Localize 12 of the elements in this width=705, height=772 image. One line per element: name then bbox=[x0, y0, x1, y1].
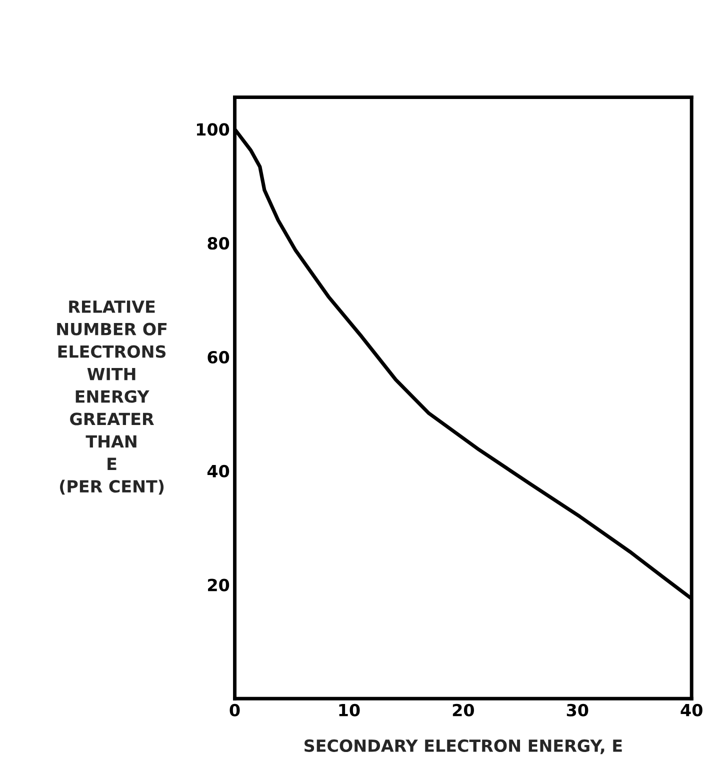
x-axis-title: SECONDARY ELECTRON ENERGY, E bbox=[304, 739, 622, 754]
x-tick-label: 10 bbox=[339, 704, 360, 716]
y-tick-label: 60 bbox=[208, 350, 230, 364]
x-tick-label: 20 bbox=[452, 704, 474, 716]
y-tick-label: 80 bbox=[208, 237, 230, 250]
text: RELATIVE NUMBER OF ELECTRONS WITH ENERGY GREATER THAN E (PER CENT) bbox=[57, 300, 167, 495]
y-tick-label: 20 bbox=[208, 578, 230, 592]
x-tick-label: 30 bbox=[566, 704, 588, 716]
x-tick-label: 40 bbox=[680, 704, 702, 716]
y-tick-label: 100 bbox=[196, 123, 230, 136]
y-tick-label: 40 bbox=[207, 464, 230, 478]
x-tick-label: 0 bbox=[230, 704, 240, 716]
